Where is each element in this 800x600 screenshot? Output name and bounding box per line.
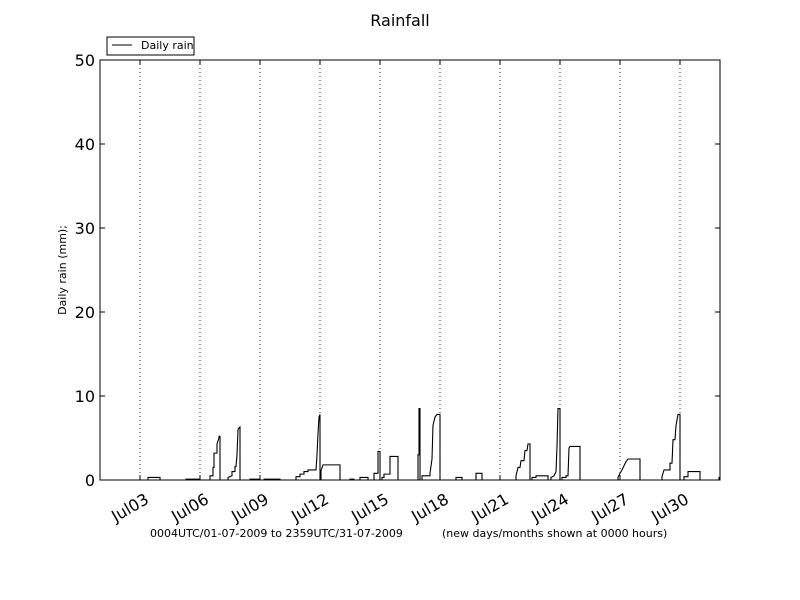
series-line-daily-rain (100, 408, 720, 481)
y-tick-label-50: 50 (75, 51, 95, 70)
legend: Daily rain (106, 36, 195, 56)
footer-note: (new days/months shown at 0000 hours) (442, 527, 667, 540)
y-tick-label-20: 20 (75, 303, 95, 322)
y-axis-ticks: 0 10 20 30 40 50 (75, 51, 720, 490)
footer-date-range: 0004UTC/01-07-2009 to 2359UTC/31-07-2009 (150, 527, 403, 540)
y-tick-label-40: 40 (75, 135, 95, 154)
y-axis-label: Daily rain (mm); (56, 225, 69, 315)
series-daily-rain (100, 408, 720, 481)
y-tick-label-10: 10 (75, 387, 95, 406)
legend-entry-daily-rain: Daily rain (141, 39, 194, 52)
chart-title: Rainfall (370, 11, 429, 30)
y-tick-label-0: 0 (85, 471, 95, 490)
legend-box (106, 36, 195, 56)
plot-frame (99, 59, 721, 481)
y-tick-label-30: 30 (75, 219, 95, 238)
